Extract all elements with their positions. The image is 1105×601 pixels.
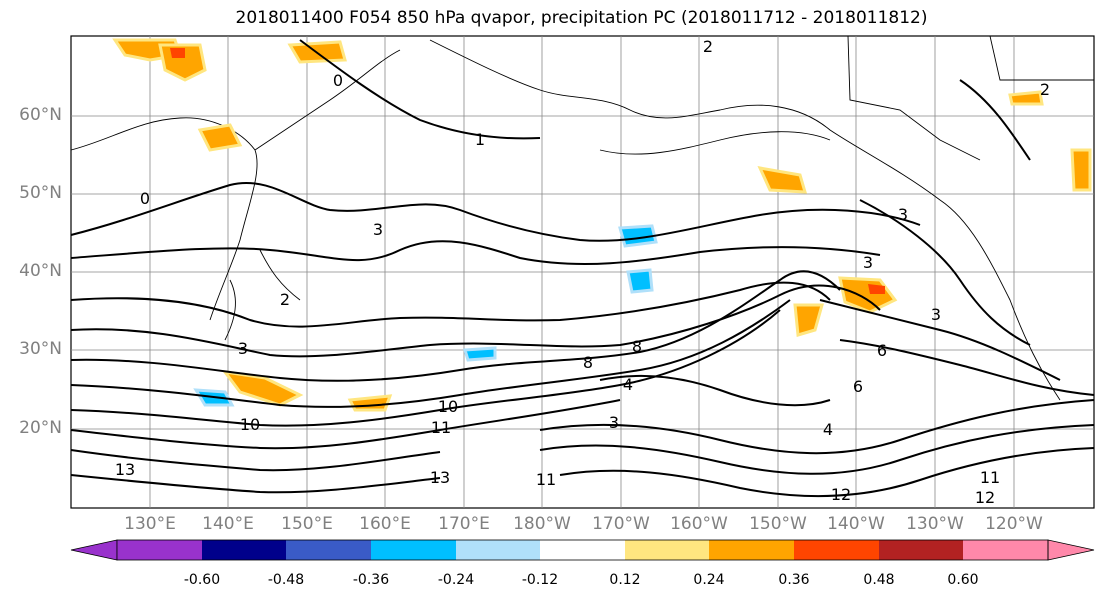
contour-label: 10: [438, 397, 458, 416]
colorbar-segment: [371, 540, 456, 560]
colorbar-tick-label: 0.36: [778, 572, 810, 588]
contour-label: 13: [430, 468, 450, 487]
lon-label: 130°W: [906, 514, 964, 534]
contour-label: 4: [623, 375, 633, 394]
figure-title: 2018011400 F054 850 hPa qvapor, precipit…: [235, 8, 928, 28]
colorbar-segment: [794, 540, 879, 560]
colorbar-segment: [540, 540, 625, 560]
colorbar-segment: [625, 540, 709, 560]
colorbar-tick-label: -0.60: [183, 572, 221, 588]
contour-label: 3: [863, 253, 873, 272]
contour-label: 3: [238, 339, 248, 358]
colorbar-segment: [963, 540, 1048, 560]
lat-label: 30°N: [19, 339, 62, 359]
lat-label: 20°N: [19, 418, 62, 438]
contour-label: 3: [609, 413, 619, 432]
contour-label: 0: [333, 71, 343, 90]
colorbar-extend-low: [70, 539, 118, 561]
gridlines: [71, 36, 1094, 508]
contour-label: 1: [475, 130, 485, 149]
lat-label: 40°N: [19, 261, 62, 281]
qvapor-contours: [70, 39, 1095, 498]
contour-label: 13: [115, 460, 135, 479]
contour-label: 12: [831, 485, 851, 504]
contour-label: 3: [898, 205, 908, 224]
contour-labels: 2 0 1 3 3 3 2 3 3 6 6 8 4 8 10 10 11 13 …: [115, 37, 1050, 507]
colorbar-tick-label: -0.48: [267, 572, 305, 588]
contour-label: 8: [583, 353, 593, 372]
colorbar-tick-label: 0.12: [609, 572, 641, 588]
colorbar-extend-high: [1047, 539, 1095, 561]
contour-label: 6: [853, 377, 863, 396]
lon-label: 180°W: [513, 514, 571, 534]
precip-patches: [112, 38, 1092, 412]
contour-label: 3: [931, 305, 941, 324]
colorbar-tick-label: -0.24: [437, 572, 475, 588]
lon-label: 130°E: [124, 514, 176, 534]
colorbar: [70, 539, 1095, 561]
contour-label: 3: [373, 220, 383, 239]
colorbar-segment: [879, 540, 963, 560]
colorbar-segment: [456, 540, 540, 560]
lon-label: 170°W: [592, 514, 650, 534]
colorbar-segment: [202, 540, 286, 560]
lat-label: 50°N: [19, 183, 62, 203]
lon-label: 150°W: [749, 514, 807, 534]
lon-label: 120°W: [985, 514, 1043, 534]
contour-label: 10: [240, 415, 260, 434]
colorbar-tick-label: 0.48: [863, 572, 895, 588]
colorbar-tick-label: 0.24: [693, 572, 725, 588]
contour-label: 4: [823, 420, 833, 439]
colorbar-segment: [286, 540, 371, 560]
contour-label: 2: [703, 37, 713, 56]
contour-label: 2: [1040, 80, 1050, 99]
contour-label: 11: [431, 418, 451, 437]
contour-label: 12: [975, 488, 995, 507]
colorbar-tick-label: 0.60: [947, 572, 979, 588]
colorbar-tick-label: -0.36: [352, 572, 390, 588]
contour-label: 11: [980, 468, 1000, 487]
lon-label: 160°E: [359, 514, 411, 534]
lon-label: 140°E: [202, 514, 254, 534]
contour-label: 11: [536, 470, 556, 489]
colorbar-segment: [117, 540, 202, 560]
coastlines: [70, 35, 1094, 401]
contour-label: 6: [877, 341, 887, 360]
lon-label: 150°E: [281, 514, 333, 534]
lat-label: 60°N: [19, 105, 62, 125]
lon-label: 170°E: [438, 514, 490, 534]
colorbar-segment: [709, 540, 794, 560]
contour-label: 8: [632, 337, 642, 356]
lon-label: 160°W: [670, 514, 728, 534]
colorbar-outline: [116, 539, 1049, 561]
lon-label: 140°W: [827, 514, 885, 534]
colorbar-tick-label: -0.12: [521, 572, 559, 588]
contour-label: 0: [140, 189, 150, 208]
contour-label: 2: [280, 290, 290, 309]
